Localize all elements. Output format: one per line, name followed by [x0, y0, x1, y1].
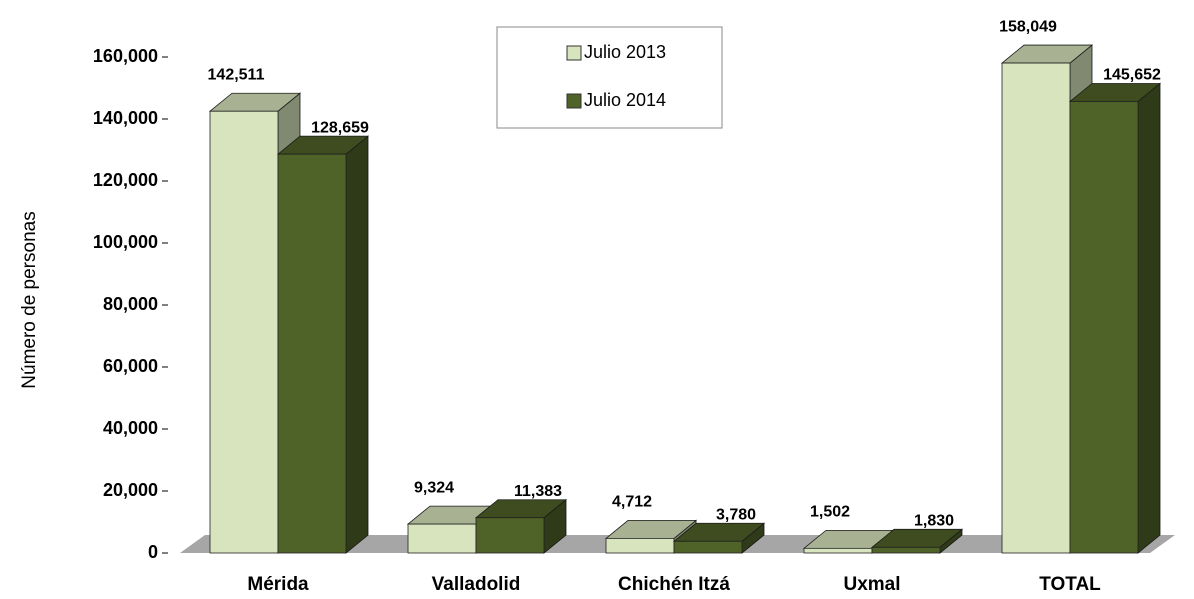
- value-label: 9,324: [414, 479, 454, 496]
- bar-front: [407, 523, 477, 554]
- bar: [474, 498, 568, 554]
- bar-front: [871, 546, 941, 554]
- legend-label: Julio 2013: [584, 42, 666, 62]
- legend: Julio 2013 Julio 2014: [496, 26, 723, 129]
- value-label: 11,383: [514, 483, 562, 500]
- legend-label: Julio 2014: [584, 90, 666, 110]
- legend-box: [496, 26, 723, 129]
- x-tick-label: Chichén Itzá: [618, 574, 730, 595]
- x-tick-label: TOTAL: [1039, 574, 1101, 595]
- bar-front: [803, 547, 873, 554]
- bar: [1068, 82, 1162, 554]
- y-tick-label: 60,000: [103, 356, 158, 376]
- bar-front: [209, 110, 279, 554]
- y-tick-label: 120,000: [93, 170, 158, 190]
- legend-swatch: [566, 93, 582, 109]
- value-label: 158,049: [999, 18, 1057, 35]
- value-label: 145,652: [1103, 67, 1161, 84]
- bar-front: [673, 540, 743, 554]
- x-tick-label: Valladolid: [432, 574, 521, 595]
- bar: [672, 522, 766, 554]
- y-tick-label: 20,000: [103, 480, 158, 500]
- x-tick-label: Uxmal: [843, 574, 900, 595]
- x-tick-label: Mérida: [247, 574, 309, 595]
- y-tick-label: 140,000: [93, 108, 158, 128]
- bar-front: [605, 537, 675, 554]
- y-tick-label: 0: [148, 542, 158, 562]
- bar-front: [475, 517, 545, 554]
- y-tick-label: 80,000: [103, 294, 158, 314]
- value-label: 1,830: [914, 513, 954, 530]
- bar-side: [1137, 82, 1161, 554]
- value-label: 4,712: [612, 494, 652, 511]
- bar-front: [277, 153, 347, 554]
- value-label: 3,780: [716, 507, 756, 524]
- y-axis-title: Número de personas: [19, 211, 40, 388]
- bar: [276, 135, 370, 554]
- legend-swatch: [566, 45, 582, 61]
- bar-front: [1069, 101, 1139, 554]
- y-tick-label: 40,000: [103, 418, 158, 438]
- value-label: 1,502: [810, 504, 850, 521]
- value-label: 128,659: [311, 119, 369, 136]
- bar: [870, 528, 964, 554]
- y-tick-label: 160,000: [93, 46, 158, 66]
- value-label: 142,511: [208, 66, 265, 83]
- bar-front: [1001, 62, 1071, 554]
- y-tick-label: 100,000: [93, 232, 158, 252]
- bar-side: [345, 135, 369, 554]
